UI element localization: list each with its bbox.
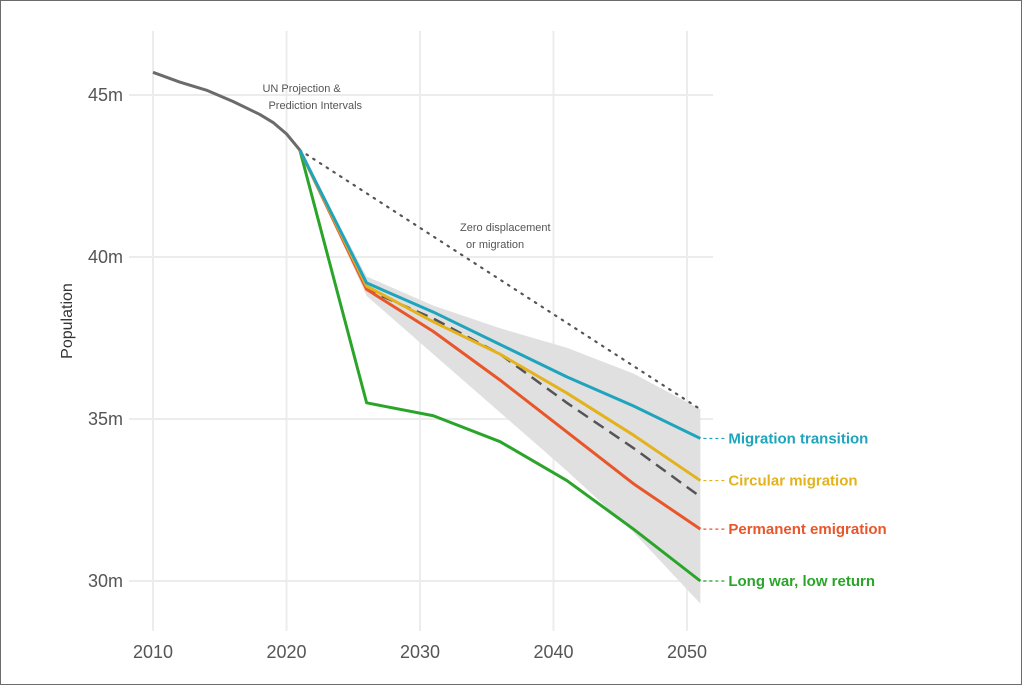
series-labels: Migration transition Circular migration Pe… — [703, 430, 887, 590]
y-tick-label-40: 40m — [88, 247, 123, 267]
prediction-band — [299, 150, 701, 604]
x-tick-label-2030: 2030 — [400, 642, 440, 662]
series-label-long-war-low-return: Long war, low return — [728, 573, 875, 590]
gridlines — [129, 31, 713, 631]
y-axis-label: Population — [59, 283, 76, 359]
series-label-permanent-emigration: Permanent emigration — [728, 521, 886, 538]
series-lines — [152, 70, 702, 583]
zero-displacement-line — [298, 148, 702, 411]
series-label-migration-transition: Migration transition — [728, 430, 868, 447]
annotations: UN Projection & Prediction Intervals Zero … — [262, 83, 550, 251]
annotation-un-line-2: Prediction Intervals — [268, 100, 362, 112]
x-tick-label-2040: 2040 — [533, 642, 573, 662]
annotation-zero-line-1: Zero displacement — [460, 222, 551, 234]
annotation-zero: Zero displacement or migration — [460, 222, 551, 251]
x-tick-label-2010: 2010 — [133, 642, 173, 662]
historical-line — [152, 70, 302, 152]
prediction-interval-band — [299, 150, 701, 604]
series-line-circular-migration — [298, 149, 702, 482]
y-tick-label-30: 30m — [88, 571, 123, 591]
x-tick-label-2050: 2050 — [667, 642, 707, 662]
series-label-circular-migration: Circular migration — [728, 473, 857, 490]
x-tick-label-2020: 2020 — [266, 642, 306, 662]
series-line-migration-transition — [298, 149, 702, 440]
series-line-long-war-low-return — [298, 149, 702, 583]
series-line-permanent-emigration — [298, 149, 702, 531]
y-tick-label-35: 35m — [88, 409, 123, 429]
annotation-zero-line-2: or migration — [466, 239, 524, 251]
annotation-un-line-1: UN Projection & — [262, 83, 341, 95]
y-tick-label-45: 45m — [88, 85, 123, 105]
annotation-un: UN Projection & Prediction Intervals — [262, 83, 362, 112]
axes: 2010 2020 2030 2040 2050 30m 35m 40m 45m — [88, 85, 707, 662]
